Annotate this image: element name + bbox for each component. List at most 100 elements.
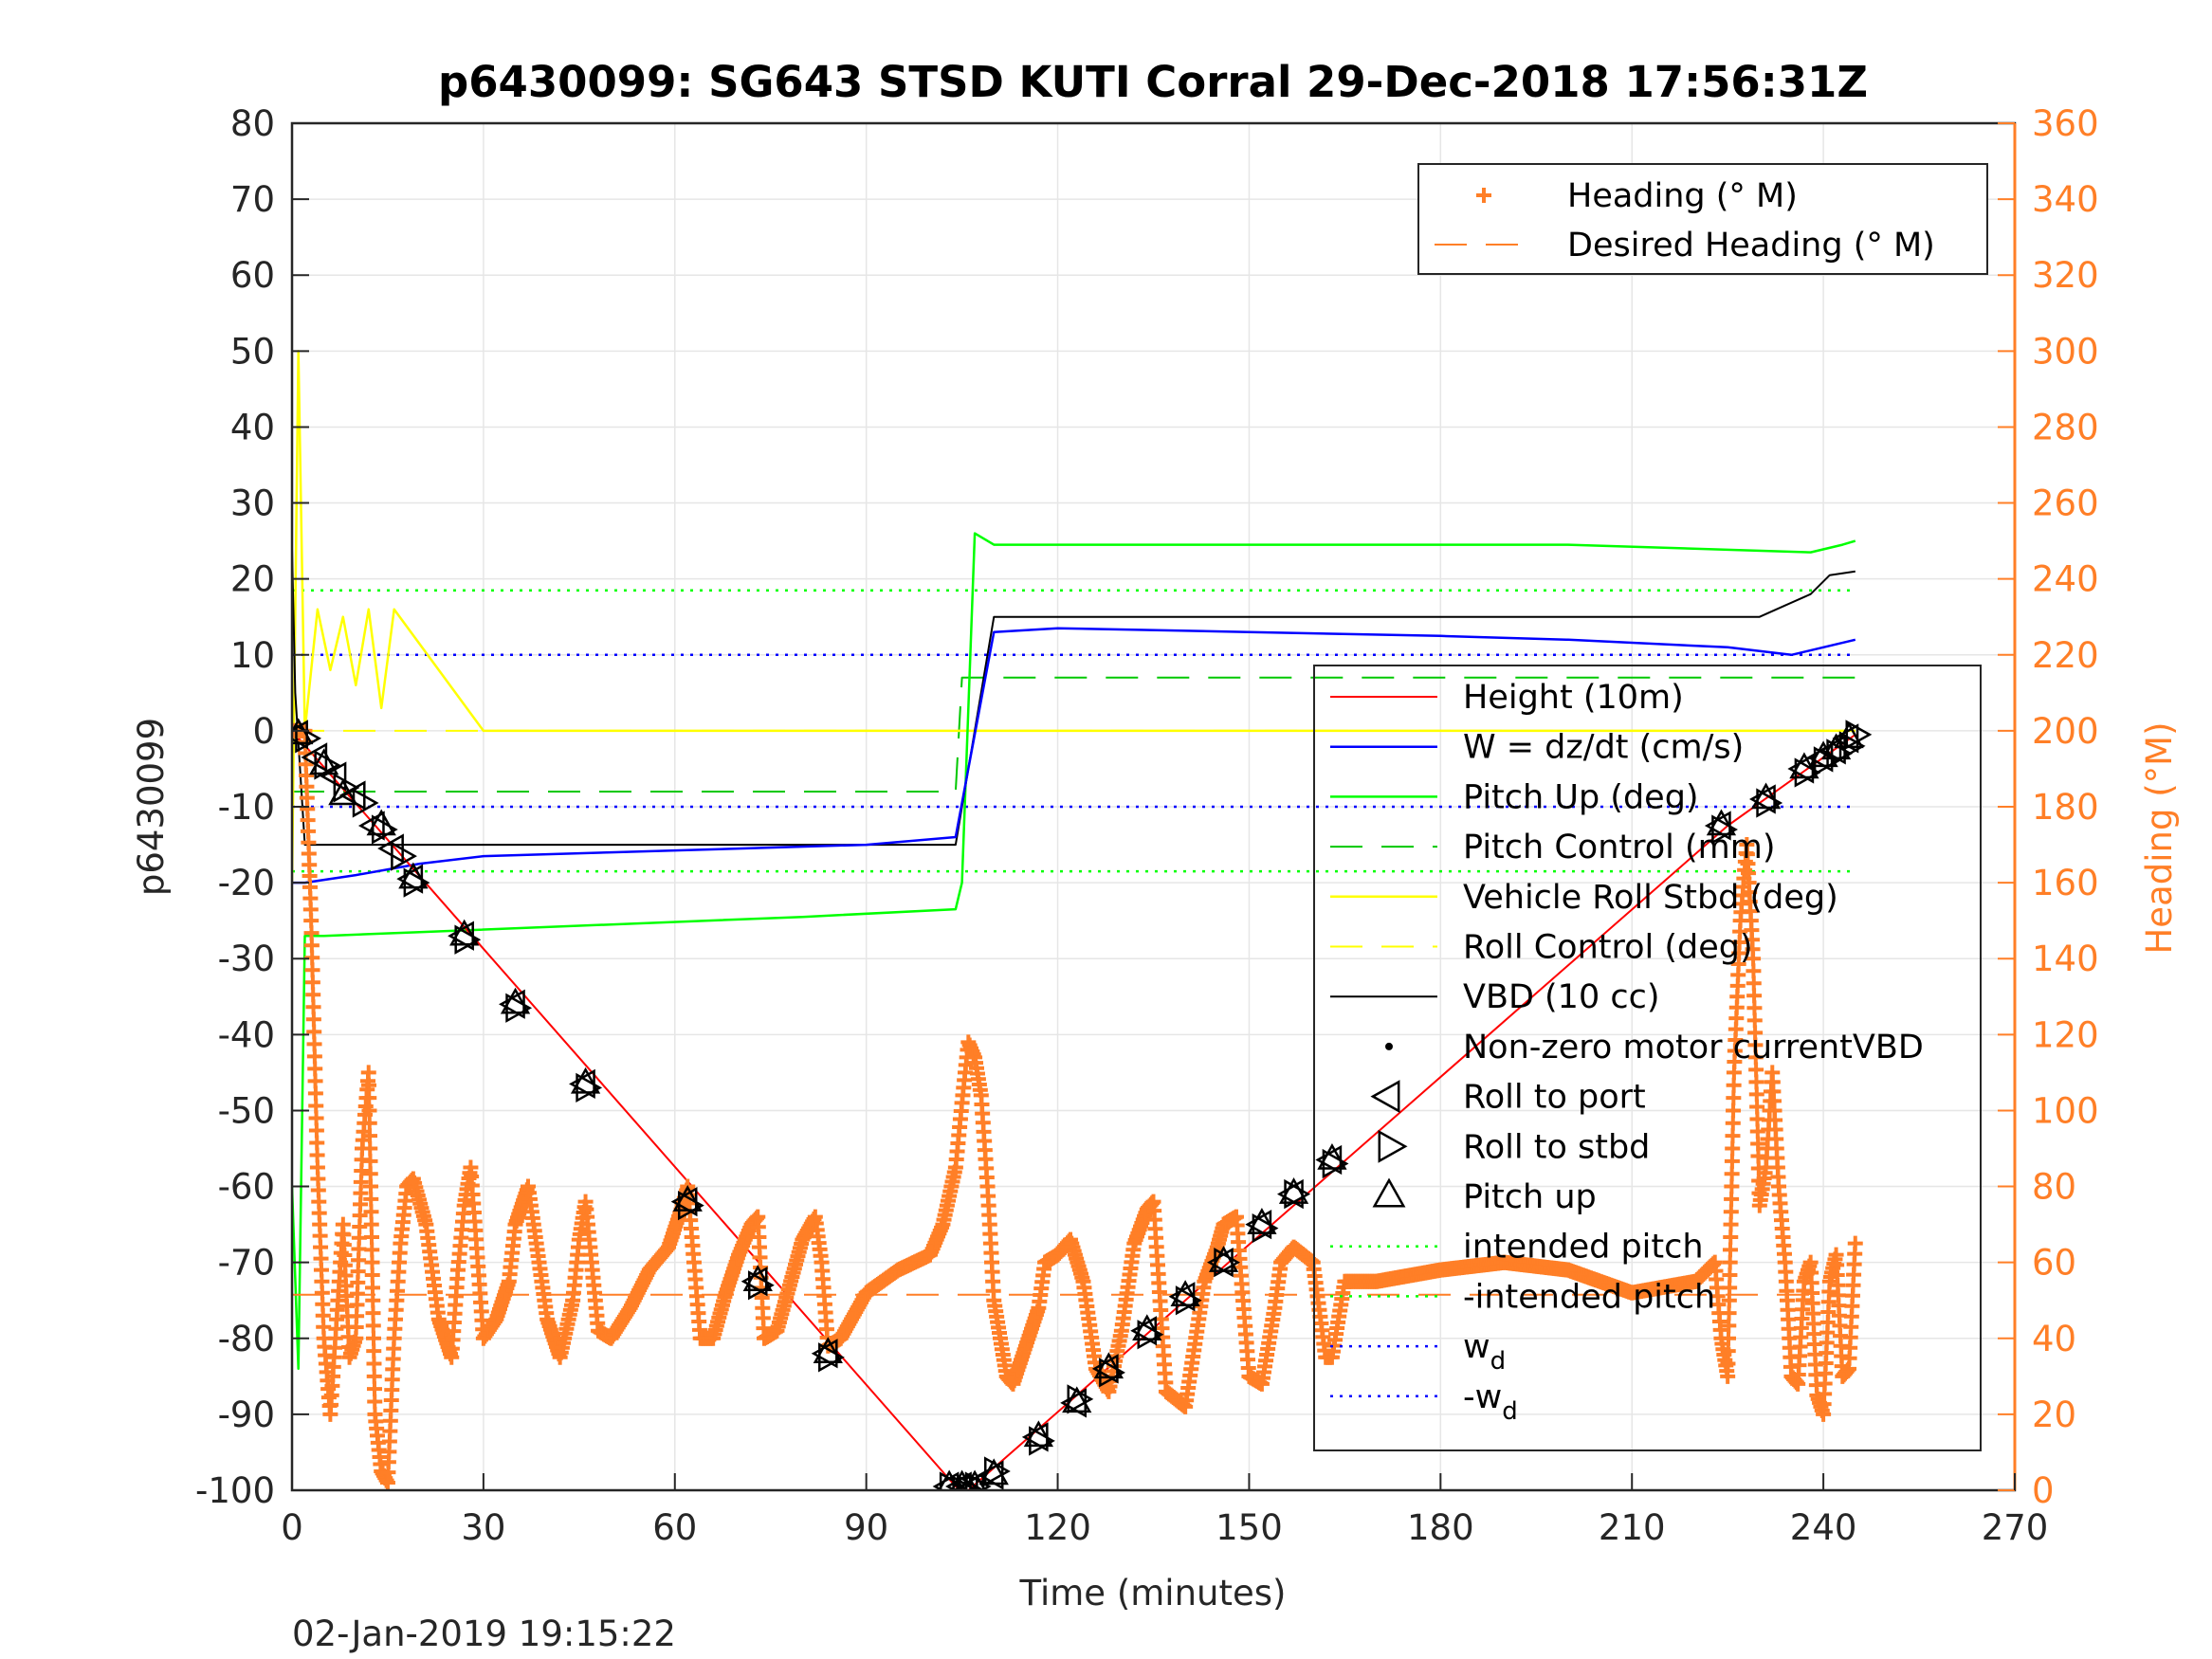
- y-tick-label-right: 100: [2032, 1090, 2099, 1131]
- marker-roll-to-stbd: [677, 1190, 704, 1221]
- series-heading: [292, 722, 1863, 1490]
- marker-roll-to-stbd: [939, 1471, 966, 1490]
- y-tick-label-left: 70: [230, 179, 275, 220]
- heading-point: [1721, 1318, 1737, 1334]
- heading-point: [1724, 1178, 1740, 1194]
- legend-heading-label: Heading (° M): [1567, 177, 1798, 215]
- heading-point: [364, 1280, 380, 1296]
- y-axis-label-right: Heading (°M): [2139, 721, 2180, 954]
- y-tick-label-right: 120: [2032, 1014, 2099, 1055]
- y-tick-label-left: 20: [230, 559, 275, 600]
- x-tick-label: 150: [1216, 1507, 1283, 1548]
- marker-roll-to-stbd: [818, 1342, 845, 1373]
- marker-roll-to-stbd: [454, 924, 482, 955]
- y-tick-label-right: 40: [2032, 1319, 2076, 1359]
- x-tick-label: 210: [1599, 1507, 1666, 1548]
- marker-roll-to-stbd: [1756, 788, 1783, 818]
- legend-label-roll-to-port: Roll to port: [1463, 1079, 1646, 1117]
- x-tick-label: 240: [1790, 1507, 1857, 1548]
- heading-point: [364, 1267, 380, 1284]
- marker-roll-to-stbd: [1794, 757, 1821, 788]
- heading-point: [362, 1153, 378, 1169]
- legend-label-w: wd: [1463, 1328, 1506, 1376]
- heading-point: [1725, 1140, 1741, 1157]
- y-tick-label-left: -60: [218, 1167, 275, 1208]
- y-tick-label-left: 60: [230, 255, 275, 296]
- x-tick-label: 60: [652, 1507, 697, 1548]
- marker-roll-to-stbd: [1711, 814, 1738, 845]
- marker-roll-to-stbd: [1838, 731, 1866, 761]
- heading-point: [367, 1394, 383, 1410]
- heading-point: [362, 1178, 378, 1194]
- heading-point: [1723, 1204, 1739, 1220]
- heading-point: [362, 1166, 378, 1182]
- y-tick-label-left: 80: [230, 103, 275, 144]
- heading-point: [365, 1330, 381, 1346]
- heading-point: [1722, 1254, 1738, 1270]
- legend-main-box: [1313, 665, 1982, 1451]
- legend-swatch-pitch-up: [1372, 1177, 1406, 1208]
- heading-point: [362, 1128, 378, 1144]
- marker-roll-to-port: [1277, 1178, 1304, 1210]
- y-tick-label-right: 320: [2032, 255, 2099, 296]
- marker-roll-to-stbd: [391, 841, 417, 871]
- legend-label-intended-pitch: intended pitch: [1463, 1229, 1704, 1267]
- heading-point: [363, 1229, 379, 1245]
- marker-roll-to-stbd: [1845, 720, 1873, 750]
- legend-label-pitch-control-mm: Pitch Control (mm): [1463, 829, 1775, 866]
- x-tick-label: 30: [461, 1507, 505, 1548]
- right-axis: 3603403203002802602402202001801601401201…: [1998, 103, 2099, 1511]
- heading-point: [364, 1242, 380, 1258]
- heading-point: [360, 1065, 376, 1081]
- legend-heading-swatch: [1476, 188, 1491, 203]
- heading-point: [365, 1305, 381, 1322]
- heading-point: [366, 1368, 382, 1384]
- y-tick-label-right: 180: [2032, 787, 2099, 828]
- series-line-pitch-control-mm: [292, 676, 1856, 793]
- y-tick-label-left: -80: [218, 1319, 275, 1359]
- heading-point: [365, 1292, 381, 1308]
- y-tick-label-left: 0: [252, 711, 275, 752]
- marker-roll-to-stbd: [295, 723, 322, 754]
- y-tick-label-right: 200: [2032, 711, 2099, 752]
- chart-title: p6430099: SG643 STSD KUTI Corral 29-Dec-…: [438, 57, 1868, 107]
- heading-point: [1721, 1330, 1737, 1346]
- series-line-w-dz-dt-cm-s: [292, 627, 1856, 884]
- y-tick-label-left: -50: [218, 1090, 275, 1131]
- heading-point: [1726, 1090, 1742, 1106]
- y-tick-label-right: 240: [2032, 559, 2099, 600]
- y-tick-label-right: 0: [2032, 1470, 2055, 1511]
- heading-point: [1720, 1356, 1736, 1372]
- legend-label-vehicle-roll-stbd-deg: Vehicle Roll Stbd (deg): [1463, 879, 1838, 917]
- y-tick-label-right: 80: [2032, 1167, 2076, 1208]
- heading-point: [1725, 1128, 1741, 1144]
- marker-roll-to-stbd: [1175, 1285, 1202, 1316]
- marker-roll-to-stbd: [1214, 1248, 1241, 1278]
- series-line-vehicle-roll-stbd-deg: [292, 350, 1856, 884]
- marker-roll-to-stbd: [403, 867, 430, 898]
- heading-point: [1726, 1103, 1742, 1119]
- legend-label-vbd-10-cc: VBD (10 cc): [1463, 978, 1660, 1016]
- series-line-pitch-up-deg: [292, 532, 1856, 1371]
- heading-point: [362, 1140, 378, 1157]
- y-tick-label-right: 340: [2032, 179, 2099, 220]
- y-tick-label-left: -40: [218, 1014, 275, 1055]
- heading-point: [1847, 1235, 1863, 1251]
- x-tick-label: 180: [1407, 1507, 1474, 1548]
- marker-roll-to-stbd: [984, 1456, 1011, 1486]
- legend-label-roll-control-deg: Roll Control (deg): [1463, 929, 1753, 967]
- heading-point: [363, 1204, 379, 1220]
- heading-point: [366, 1381, 382, 1397]
- marker-roll-to-stbd: [371, 814, 398, 845]
- x-tick-label: 90: [844, 1507, 888, 1548]
- marker-roll-to-stbd: [959, 1475, 985, 1490]
- heading-point: [361, 1090, 377, 1106]
- x-tick-label: 0: [281, 1507, 303, 1548]
- heading-point: [1724, 1153, 1740, 1169]
- marker-roll-to-port: [932, 1471, 960, 1490]
- marker-roll-to-stbd: [1099, 1358, 1125, 1388]
- heading-point: [361, 1103, 377, 1119]
- heading-point: [365, 1318, 381, 1334]
- heading-point: [1724, 1191, 1740, 1207]
